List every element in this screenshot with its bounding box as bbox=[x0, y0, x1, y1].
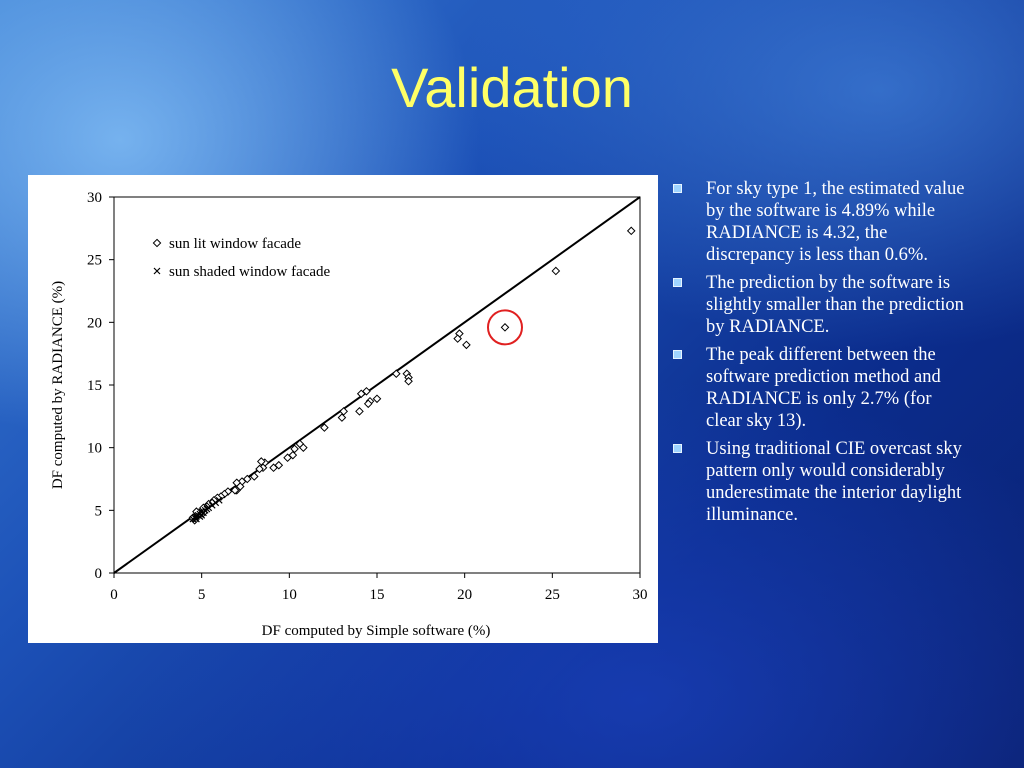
data-point bbox=[355, 407, 364, 416]
highlight-circle bbox=[486, 309, 523, 346]
y-tick-label: 20 bbox=[87, 315, 102, 331]
x-tick-label: 0 bbox=[110, 587, 118, 603]
data-point bbox=[339, 407, 348, 416]
data-point bbox=[404, 376, 413, 386]
data-point bbox=[363, 399, 373, 409]
data-point bbox=[220, 489, 229, 499]
data-point bbox=[626, 226, 636, 236]
x-tick-label: 25 bbox=[545, 587, 560, 603]
data-point bbox=[320, 423, 329, 432]
x-tick-label: 10 bbox=[282, 587, 297, 603]
data-point bbox=[192, 515, 200, 523]
scatter-chart: 0 5 10 15 20 25 30 0 5 10 15 20 25 30 sun lit window … bbox=[28, 175, 658, 643]
bullet-item: The peak different between the software … bbox=[672, 344, 972, 432]
legend: sun lit window facade sun shaded window f… bbox=[152, 236, 331, 280]
bullet-text: Using traditional CIE overcast sky patte… bbox=[706, 439, 962, 525]
slide-title: Validation bbox=[391, 56, 633, 119]
data-point bbox=[255, 464, 264, 474]
square-bullet-icon bbox=[673, 444, 682, 453]
data-point bbox=[230, 485, 240, 495]
data-point bbox=[453, 334, 462, 343]
data-point bbox=[283, 453, 292, 463]
bullet-item: The prediction by the software is slight… bbox=[672, 272, 972, 338]
data-point bbox=[212, 499, 220, 507]
legend-label: sun shaded window facade bbox=[169, 264, 331, 280]
bullet-item: Using traditional CIE overcast sky patte… bbox=[672, 438, 972, 526]
data-point bbox=[256, 457, 266, 466]
y-tick-label: 25 bbox=[87, 253, 102, 269]
data-point bbox=[205, 504, 213, 512]
data-points bbox=[188, 226, 636, 525]
data-point bbox=[215, 496, 223, 504]
y-tick-label: 5 bbox=[95, 503, 103, 519]
chart-svg: 0 5 10 15 20 25 30 0 5 10 15 20 25 30 sun lit window … bbox=[50, 190, 648, 639]
data-point bbox=[500, 323, 510, 332]
legend-marker bbox=[152, 238, 162, 248]
square-bullet-icon bbox=[673, 184, 682, 193]
x-axis-label: DF computed by Simple software (%) bbox=[262, 623, 491, 639]
x-tick-label: 15 bbox=[370, 587, 385, 603]
data-point bbox=[462, 340, 471, 350]
bullet-item: For sky type 1, the estimated value by t… bbox=[672, 178, 972, 266]
x-tick-label: 5 bbox=[198, 587, 206, 603]
data-point bbox=[372, 394, 382, 404]
data-point bbox=[269, 463, 278, 473]
y-tick-label: 15 bbox=[87, 378, 102, 394]
y-tick-label: 30 bbox=[87, 190, 102, 206]
data-point bbox=[208, 501, 216, 509]
data-point bbox=[337, 413, 347, 422]
bullet-text: The peak different between the software … bbox=[706, 345, 941, 431]
data-point bbox=[192, 507, 201, 516]
square-bullet-icon bbox=[673, 350, 682, 359]
x-tick-label: 30 bbox=[633, 587, 648, 603]
data-point bbox=[288, 450, 298, 460]
data-point bbox=[362, 386, 371, 396]
bullet-list: For sky type 1, the estimated value by t… bbox=[672, 178, 972, 532]
data-point bbox=[551, 266, 561, 276]
data-point bbox=[290, 444, 299, 454]
bullet-text: The prediction by the software is slight… bbox=[706, 273, 964, 337]
square-bullet-icon bbox=[673, 278, 682, 287]
y-axis-label: DF computed by RADIANCE (%) bbox=[50, 281, 66, 489]
x-tick-label: 20 bbox=[457, 587, 472, 603]
legend-marker bbox=[153, 267, 161, 275]
bullet-text: For sky type 1, the estimated value by t… bbox=[706, 179, 965, 265]
data-point bbox=[391, 369, 401, 379]
y-tick-label: 0 bbox=[95, 566, 103, 582]
y-tick-label: 10 bbox=[87, 441, 102, 457]
legend-label: sun lit window facade bbox=[169, 236, 301, 252]
axis-ticks: 0 5 10 15 20 25 30 0 5 10 15 20 25 30 bbox=[87, 190, 648, 603]
data-point bbox=[249, 472, 259, 481]
data-point bbox=[356, 389, 366, 399]
data-point bbox=[299, 443, 308, 452]
